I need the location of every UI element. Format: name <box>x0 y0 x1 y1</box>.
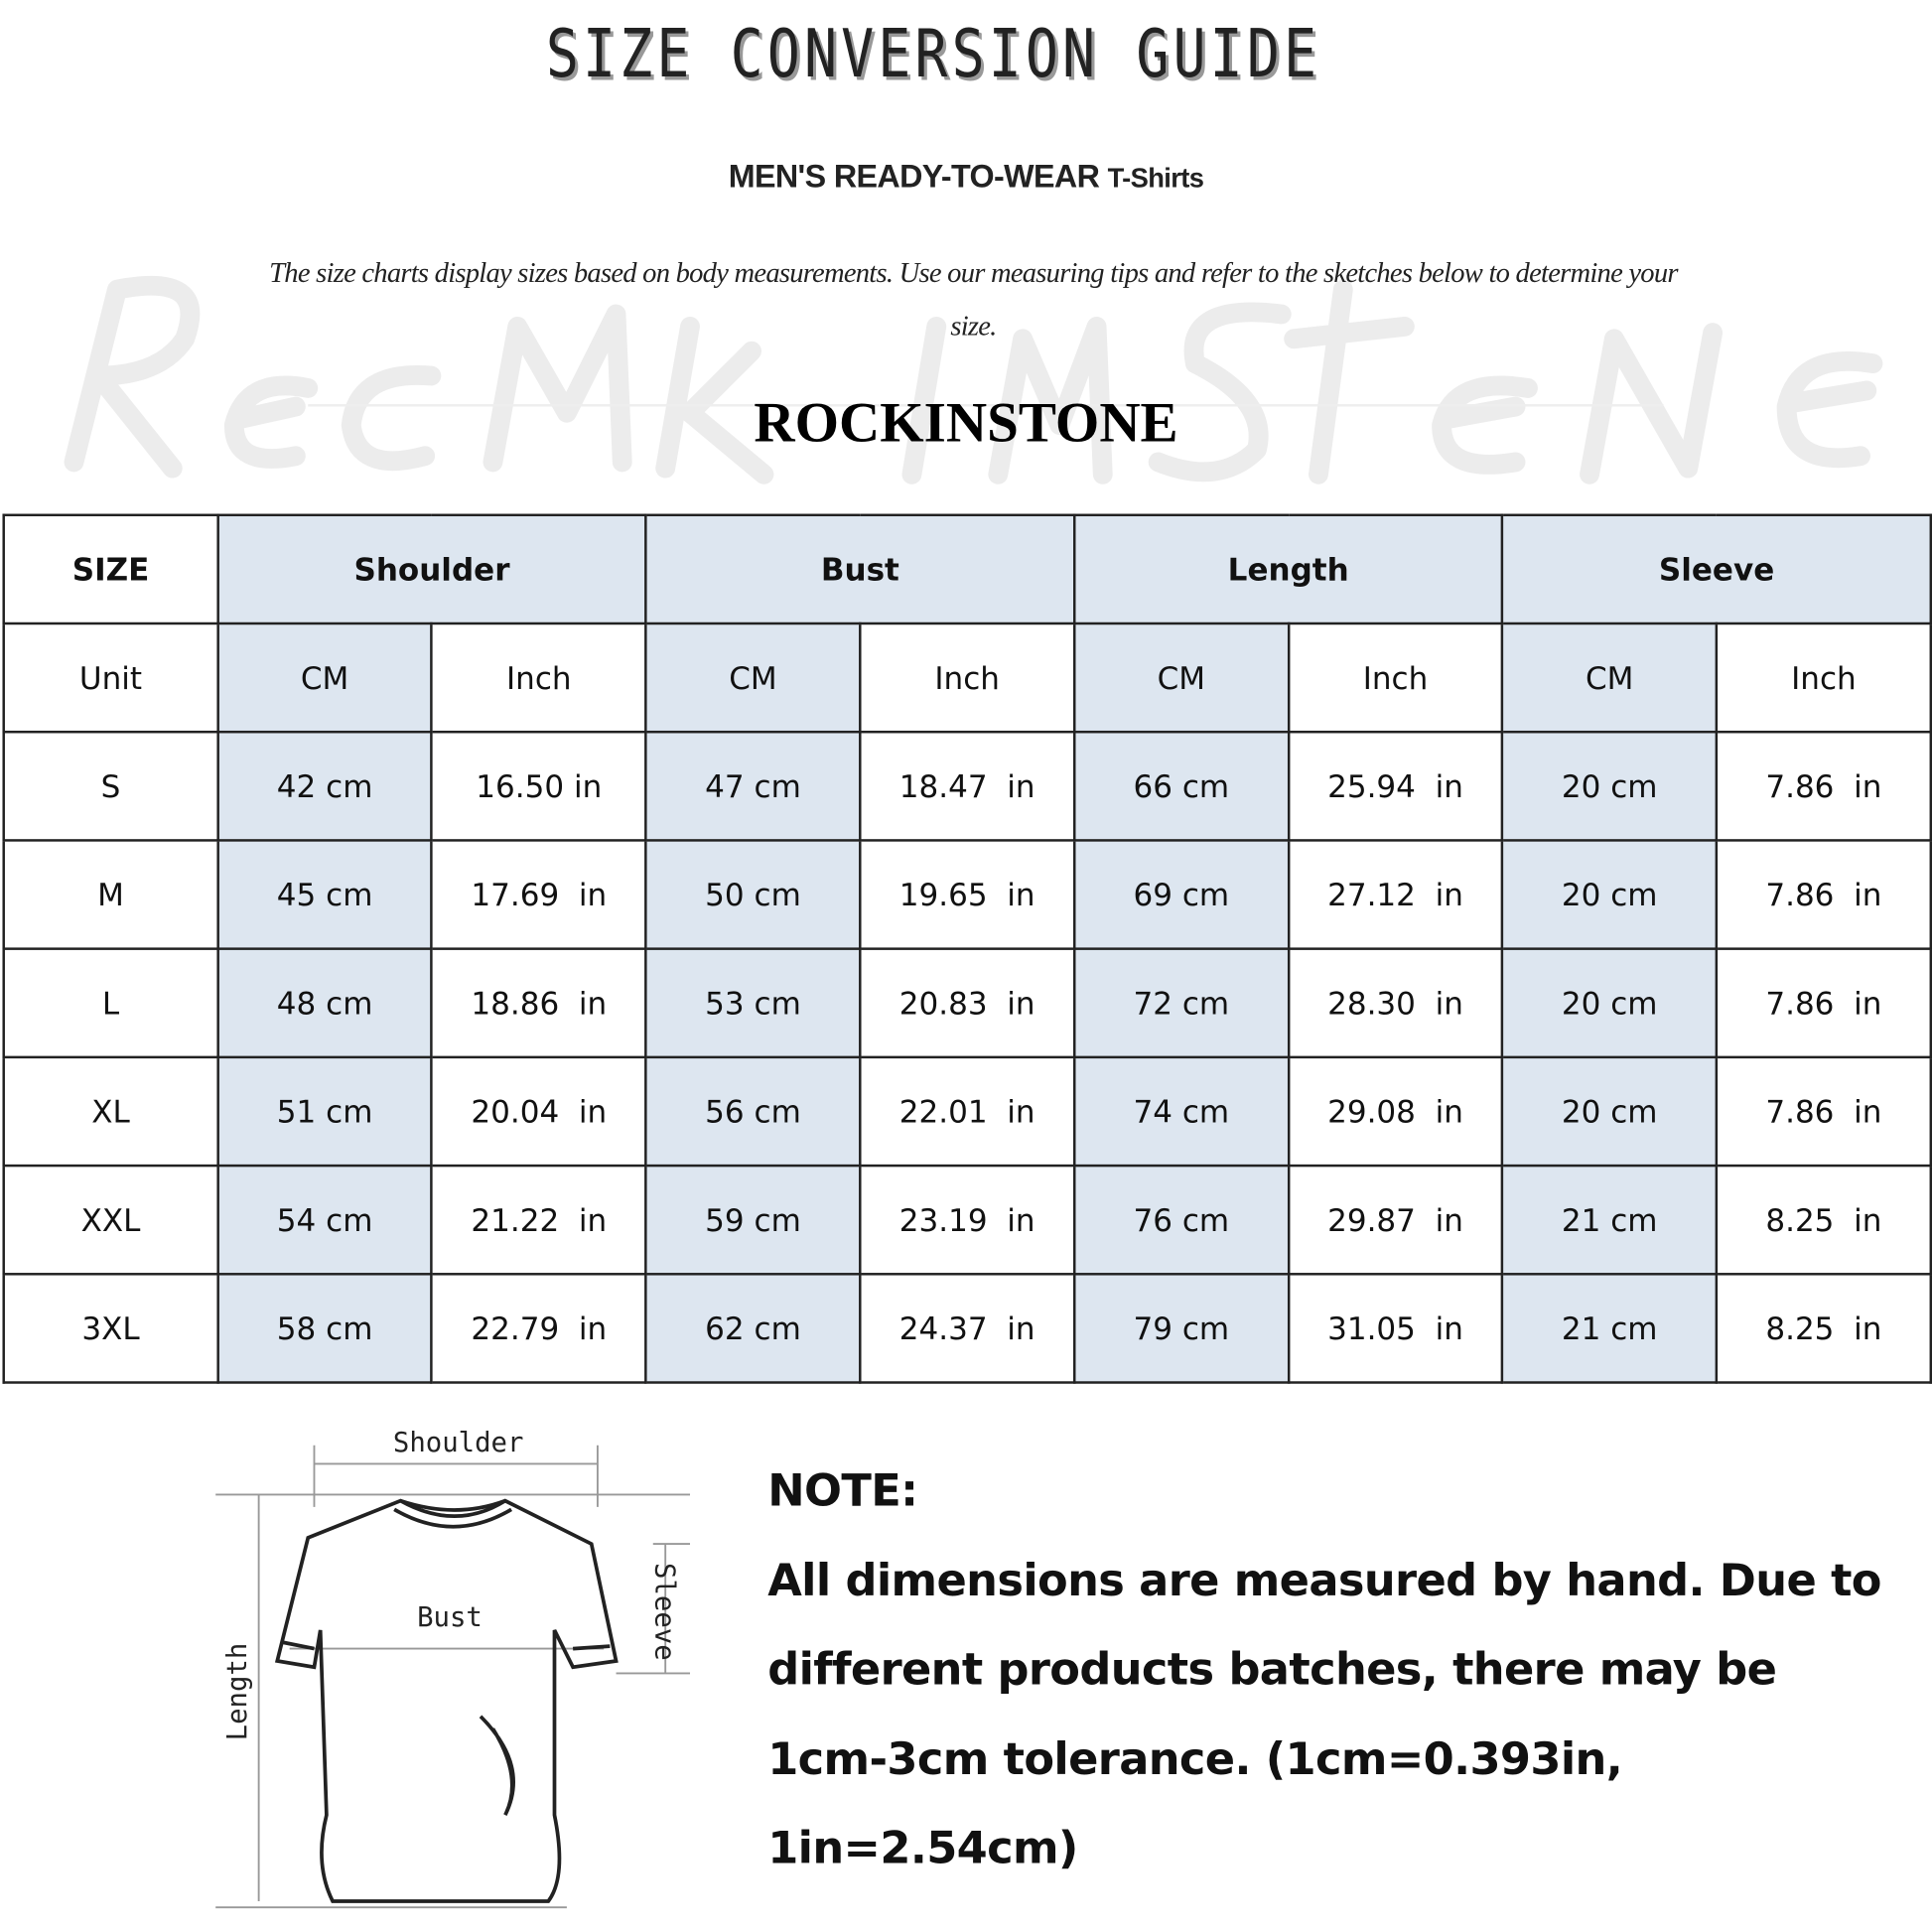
value-cell: 45 cm <box>216 839 434 950</box>
value-cell: 29.08 in <box>1287 1055 1504 1168</box>
unit-cell: CM <box>216 621 434 734</box>
value-cell: 76 cm <box>1072 1164 1290 1276</box>
unit-cell: CM <box>1501 621 1719 734</box>
value-cell: 17.69 in <box>430 839 647 950</box>
header-row: SIZE Shoulder Bust Length Sleeve <box>2 513 1932 625</box>
value-cell: 25.94 in <box>1287 730 1504 842</box>
header-cell: Bust <box>644 513 1076 625</box>
table-row: 3XL 58 cm 22.79 in 62 cm 24.37 in 79 cm 31.05 … <box>2 1273 1932 1384</box>
size-cell: L <box>2 947 219 1059</box>
value-cell: 66 cm <box>1072 730 1290 842</box>
size-cell: XXL <box>2 1164 219 1276</box>
value-cell: 48 cm <box>216 947 434 1059</box>
table-row: S 42 cm 16.50 in 47 cm 18.47 in 66 cm 25.94 in… <box>2 730 1932 842</box>
value-cell: 74 cm <box>1072 1055 1290 1168</box>
value-cell: 21 cm <box>1501 1164 1719 1276</box>
value-cell: 58 cm <box>216 1273 434 1384</box>
length-label: Length <box>222 1643 253 1741</box>
value-cell: 24.37 in <box>859 1273 1076 1384</box>
value-cell: 20 cm <box>1501 839 1719 950</box>
header-cell: Sleeve <box>1501 513 1932 625</box>
subtitle-main: MEN'S READY-TO-WEAR <box>728 157 1100 196</box>
header-cell: SIZE <box>2 513 219 625</box>
value-cell: 51 cm <box>216 1055 434 1168</box>
subtitle: MEN'S READY-TO-WEAR T-Shirts <box>0 158 1932 196</box>
value-cell: 79 cm <box>1072 1273 1290 1384</box>
value-cell: 7.86 in <box>1715 947 1932 1059</box>
bust-label: Bust <box>417 1602 483 1633</box>
brand-name: ROCKINSTONE <box>754 390 1178 454</box>
table-row: M 45 cm 17.69 in 50 cm 19.65 in 69 cm 27.12 in… <box>2 839 1932 950</box>
unit-cell: Inch <box>859 621 1076 734</box>
value-cell: 7.86 in <box>1715 1055 1932 1168</box>
value-cell: 53 cm <box>644 947 862 1059</box>
divider <box>308 404 1664 407</box>
value-cell: 20.83 in <box>859 947 1076 1059</box>
value-cell: 20 cm <box>1501 947 1719 1059</box>
value-cell: 21 cm <box>1501 1273 1719 1384</box>
value-cell: 16.50 in <box>430 730 647 842</box>
unit-cell: Unit <box>2 621 219 734</box>
note: NOTE: All dimensions are measured by han… <box>767 1448 1901 1894</box>
measure-lines <box>215 1445 691 1909</box>
value-cell: 29.87 in <box>1287 1164 1504 1276</box>
size-cell: M <box>2 839 219 950</box>
value-cell: 20.04 in <box>430 1055 647 1168</box>
value-cell: 42 cm <box>216 730 434 842</box>
value-cell: 54 cm <box>216 1164 434 1276</box>
size-cell: S <box>2 730 219 842</box>
table-row: XL 51 cm 20.04 in 56 cm 22.01 in 74 cm 29.08 i… <box>2 1055 1932 1168</box>
value-cell: 59 cm <box>644 1164 862 1276</box>
header-cell: Shoulder <box>216 513 647 625</box>
tshirt-sketch: Shoulder Bust Length Sleeve <box>215 1428 691 1909</box>
value-cell: 19.65 in <box>859 839 1076 950</box>
value-cell: 7.86 in <box>1715 839 1932 950</box>
subtitle-product: T-Shirts <box>1107 162 1204 194</box>
note-heading: NOTE: <box>767 1465 918 1517</box>
size-cell: 3XL <box>2 1273 219 1384</box>
table-row: L 48 cm 18.86 in 53 cm 20.83 in 72 cm 28.30 in… <box>2 947 1932 1059</box>
value-cell: 47 cm <box>644 730 862 842</box>
value-cell: 27.12 in <box>1287 839 1504 950</box>
value-cell: 22.79 in <box>430 1273 647 1384</box>
value-cell: 8.25 in <box>1715 1273 1932 1384</box>
value-cell: 62 cm <box>644 1273 862 1384</box>
description: The size charts display sizes based on b… <box>269 257 1678 342</box>
note-body: All dimensions are measured by hand. Due… <box>767 1555 1881 1874</box>
shoulder-label: Shoulder <box>393 1428 523 1458</box>
unit-row: Unit CM Inch CM Inch CM Inch CM Inch <box>2 621 1932 734</box>
sleeve-label: Sleeve <box>648 1563 679 1661</box>
value-cell: 69 cm <box>1072 839 1290 950</box>
value-cell: 31.05 in <box>1287 1273 1504 1384</box>
size-table: SIZE Shoulder Bust Length Sleeve Unit CM Inch CM… <box>2 513 1932 1384</box>
value-cell: 22.01 in <box>859 1055 1076 1168</box>
watermark-logo <box>64 275 1883 484</box>
unit-cell: CM <box>644 621 862 734</box>
page-title: SIZE CONVERSION GUIDE <box>545 14 1321 93</box>
unit-cell: Inch <box>1287 621 1504 734</box>
size-cell: XL <box>2 1055 219 1168</box>
value-cell: 21.22 in <box>430 1164 647 1276</box>
value-cell: 20 cm <box>1501 730 1719 842</box>
value-cell: 8.25 in <box>1715 1164 1932 1276</box>
value-cell: 23.19 in <box>859 1164 1076 1276</box>
value-cell: 50 cm <box>644 839 862 950</box>
table-row: XXL 54 cm 21.22 in 59 cm 23.19 in 76 cm 29.87 … <box>2 1164 1932 1276</box>
header-cell: Length <box>1072 513 1504 625</box>
tshirt-outline-icon <box>274 1498 619 1903</box>
value-cell: 72 cm <box>1072 947 1290 1059</box>
unit-cell: Inch <box>430 621 647 734</box>
value-cell: 56 cm <box>644 1055 862 1168</box>
value-cell: 18.47 in <box>859 730 1076 842</box>
value-cell: 18.86 in <box>430 947 647 1059</box>
unit-cell: CM <box>1072 621 1290 734</box>
unit-cell: Inch <box>1715 621 1932 734</box>
value-cell: 28.30 in <box>1287 947 1504 1059</box>
value-cell: 20 cm <box>1501 1055 1719 1168</box>
value-cell: 7.86 in <box>1715 730 1932 842</box>
